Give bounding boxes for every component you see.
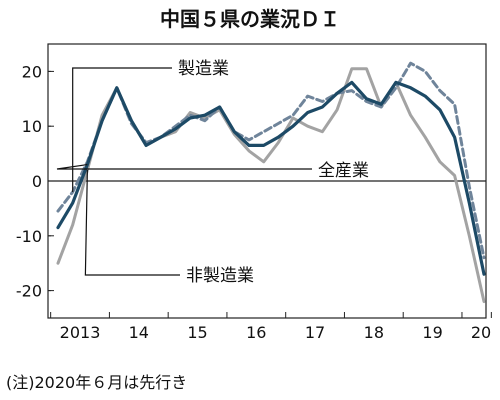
y-tick-label: -10 xyxy=(16,227,42,246)
manufacturing-label: 製造業 xyxy=(178,59,229,79)
series-line-all-industry xyxy=(56,80,486,276)
chart-note: (注)2020年６月は先行き xyxy=(6,373,187,392)
y-tick-label: -20 xyxy=(16,282,42,301)
x-tick-label: 19 xyxy=(422,323,442,342)
x-tick-label: 14 xyxy=(129,323,149,342)
all-industry-leader xyxy=(56,163,312,170)
x-tick-label: 17 xyxy=(305,323,325,342)
non-manufacturing-label: 非製造業 xyxy=(186,266,254,286)
manufacturing-leader xyxy=(72,67,172,192)
x-tick-label: 20 xyxy=(471,323,491,342)
chart-title: 中国５県の業況ＤＩ xyxy=(160,7,340,31)
x-tick-label: 16 xyxy=(246,323,266,342)
x-tick-label: 15 xyxy=(187,323,207,342)
all-industry-label: 全産業 xyxy=(318,161,369,181)
y-tick-label: 20 xyxy=(22,62,42,81)
y-tick-label: 0 xyxy=(32,172,42,191)
non-manufacturing-leader xyxy=(84,170,180,276)
y-tick-label: 10 xyxy=(22,117,42,136)
x-tick-label: 18 xyxy=(364,323,384,342)
x-tick-label: 2013 xyxy=(60,323,101,342)
